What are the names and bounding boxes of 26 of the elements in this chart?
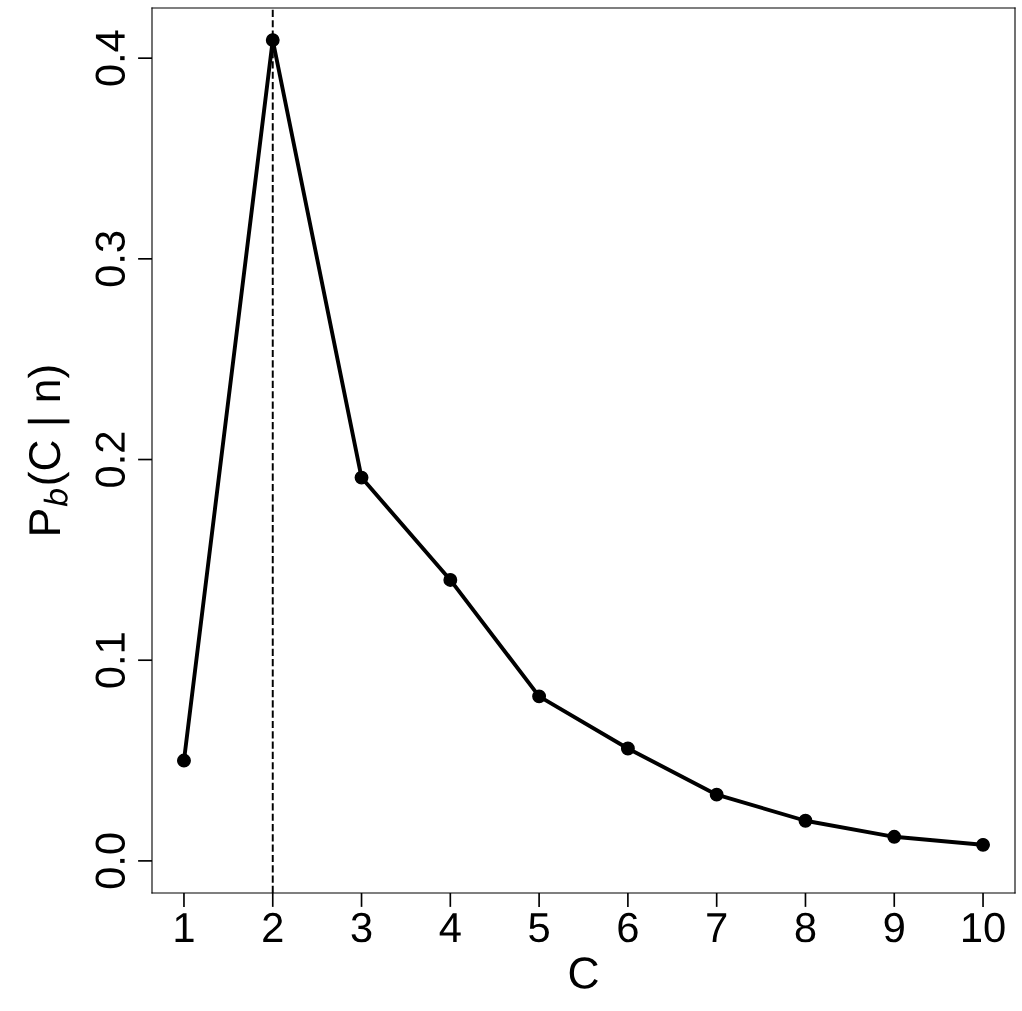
x-axis-title: C	[569, 957, 598, 989]
x-tick-label: 2	[263, 912, 283, 942]
y-tick-label: 0.2	[95, 432, 126, 487]
point	[798, 813, 813, 828]
x-tick-label: 5	[529, 913, 549, 943]
point	[709, 787, 724, 802]
point	[354, 470, 369, 485]
y-axis-title: P$_{b}$(C | n)	[27, 366, 70, 534]
point	[177, 753, 191, 768]
point	[532, 689, 547, 704]
y-tick-label: 0.3	[95, 231, 126, 287]
x-tick-label: 9	[884, 912, 904, 943]
x-tick-label: 10	[963, 912, 1005, 943]
x-tick-label: 8	[795, 912, 816, 943]
point	[887, 829, 902, 844]
y-tick-label: 0.1	[95, 633, 126, 688]
x-tick-label: 6	[618, 912, 638, 943]
y-tick-label: 0.0	[95, 833, 126, 889]
x-tick-label: 7	[707, 913, 727, 942]
x-tick-label: 1	[175, 913, 194, 942]
x-tick-label: 4	[439, 913, 461, 942]
point	[620, 741, 635, 756]
point	[443, 572, 458, 587]
y-tick-label: 0.4	[95, 30, 126, 86]
point	[976, 837, 990, 852]
x-tick-label: 3	[351, 912, 372, 943]
